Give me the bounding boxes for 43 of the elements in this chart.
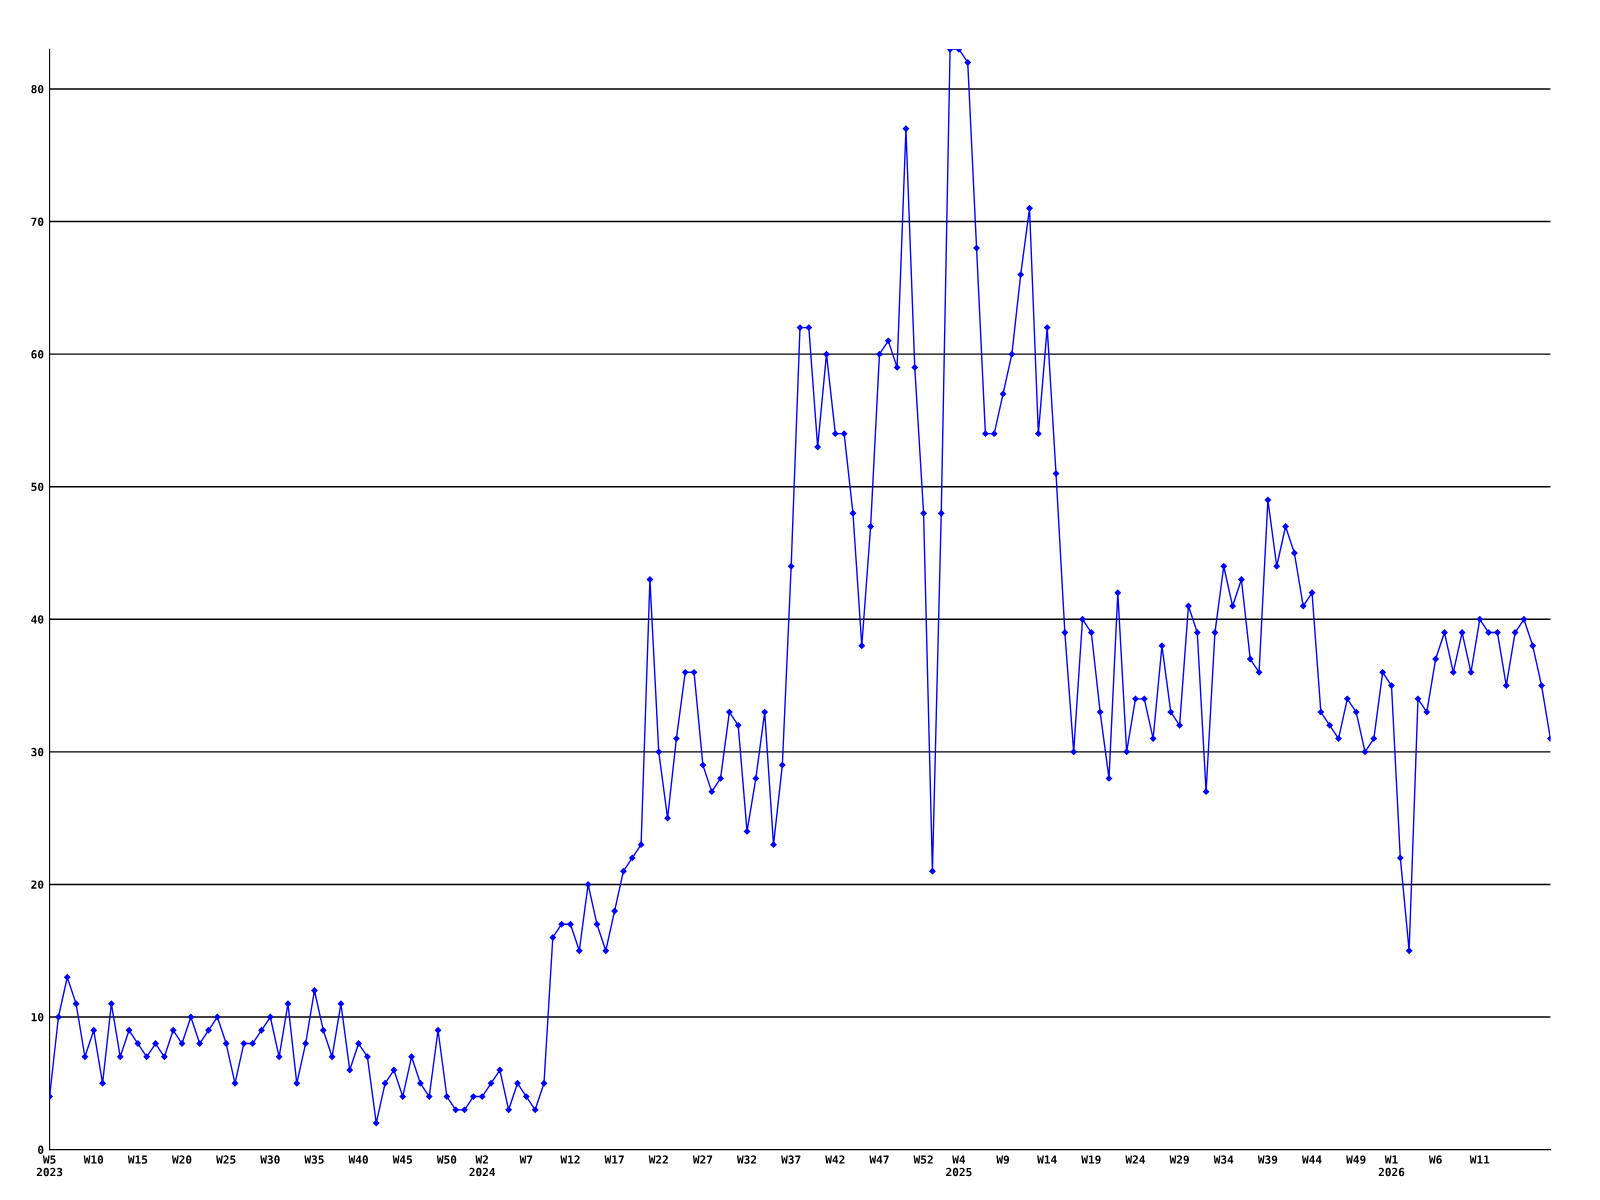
y-tick-label: 0: [38, 1145, 44, 1154]
x-tick-label: W2 2024: [469, 1155, 496, 1177]
x-tick-label: W39: [1257, 1155, 1278, 1164]
x-tick-label: W12: [560, 1155, 580, 1164]
x-tick-label: W14: [1037, 1155, 1057, 1164]
x-tick-label: W44: [1302, 1155, 1322, 1164]
x-tick-label: W32: [737, 1155, 757, 1164]
x-tick-label: W40: [348, 1155, 368, 1164]
x-tick-label: W6: [1428, 1155, 1442, 1164]
x-tick-label: W45: [392, 1155, 413, 1164]
x-tick-label: W20: [171, 1155, 192, 1164]
x-tick-label: W10: [83, 1155, 104, 1164]
x-tick-label: W1 2026: [1378, 1155, 1405, 1177]
y-tick-label: 30: [31, 747, 44, 757]
x-tick-label: W4 2025: [946, 1155, 972, 1177]
x-tick-label: W5 2023: [36, 1155, 63, 1177]
x-tick-label: W11: [1469, 1155, 1490, 1164]
x-tick-label: W27: [692, 1155, 713, 1164]
x-tick-label: W52: [913, 1155, 933, 1164]
y-tick-label: 50: [31, 482, 44, 492]
x-tick-label: W29: [1169, 1155, 1189, 1164]
x-tick-label: W9: [996, 1155, 1010, 1164]
x-tick-label: W42: [825, 1155, 845, 1164]
x-tick-label: W24: [1125, 1155, 1146, 1164]
x-tick-label: W19: [1081, 1155, 1101, 1164]
x-tick-label: W17: [604, 1155, 624, 1164]
x-tick-label: W50: [436, 1155, 457, 1164]
y-tick-label: 40: [31, 615, 44, 624]
x-tick-label: W34: [1213, 1155, 1234, 1164]
x-tick-label: W30: [260, 1155, 280, 1164]
x-tick-label: W22: [648, 1155, 668, 1164]
y-tick-label: 10: [31, 1013, 44, 1022]
x-tick-label: W7: [519, 1155, 533, 1164]
y-tick-label: 20: [31, 880, 44, 889]
x-tick-label: W47: [869, 1155, 889, 1164]
y-tick-label: 80: [31, 84, 44, 94]
x-tick-label: W37: [781, 1155, 801, 1164]
x-tick-label: W25: [216, 1155, 236, 1164]
x-tick-label: W15: [127, 1155, 148, 1164]
y-tick-label: 60: [31, 350, 44, 359]
x-tick-label: W49: [1346, 1155, 1366, 1164]
y-tick-label: 70: [31, 217, 44, 226]
x-tick-label: W35: [304, 1155, 324, 1164]
